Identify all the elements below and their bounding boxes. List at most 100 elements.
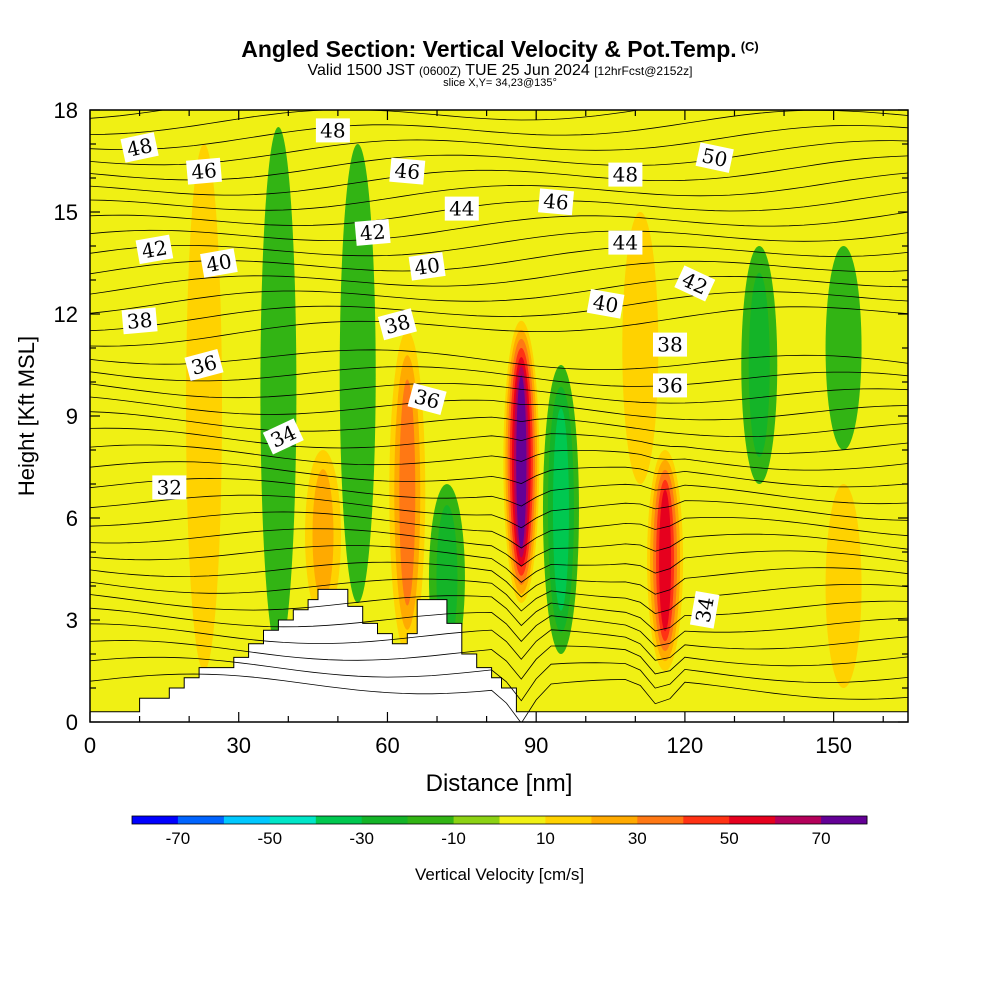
colorbar-swatch [223, 816, 271, 824]
isentrope-label-text: 38 [657, 333, 682, 357]
isentrope-label-box [200, 248, 238, 278]
isentrope-label-box [377, 308, 417, 341]
isentrope-line [90, 673, 908, 722]
forecast-info: [12hrFcst@2152z] [594, 64, 693, 78]
y-tick-label: 12 [54, 302, 78, 327]
isentrope-line [90, 155, 908, 196]
isentrope-label-text: 34 [691, 595, 719, 624]
chart-title: Angled Section: Vertical Velocity & Pot.… [0, 36, 1000, 63]
isentrope-label-box [586, 289, 625, 319]
terrain [90, 588, 908, 722]
isentrope-label: 46 [538, 188, 574, 216]
isentrope-label: 42 [135, 234, 174, 265]
colorbar-label: Vertical Velocity [cm/s] [415, 865, 584, 884]
y-tick-label: 9 [66, 404, 78, 429]
isentrope-line [90, 172, 908, 211]
velocity-cell-9-1 [312, 469, 334, 601]
isentrope-line [90, 349, 908, 370]
isentrope-line [90, 607, 908, 647]
isentrope-label: 38 [653, 332, 687, 357]
x-tick-label: 60 [375, 733, 399, 758]
isentrope-label-box [186, 157, 222, 185]
isentrope-label: 40 [408, 252, 446, 281]
x-tick-label: 150 [815, 733, 852, 758]
isentrope-label-text: 44 [613, 231, 638, 255]
isentrope-label: 32 [152, 475, 187, 500]
isentrope-label-text: 48 [613, 163, 638, 187]
colorbar-tick-label: 70 [812, 829, 831, 848]
isentrope-line [90, 291, 908, 332]
colorbar-swatch [407, 816, 454, 824]
isentrope-line [90, 230, 908, 257]
velocity-cell-11-0 [622, 212, 659, 484]
isentrope-label: 44 [444, 196, 479, 221]
chart-title-tag: (C) [740, 39, 759, 54]
valid-utc: (0600Z) [419, 64, 462, 78]
isentrope-label-text: 50 [700, 143, 730, 172]
isentrope-label: 42 [354, 218, 391, 246]
isentrope-line [90, 260, 908, 295]
velocity-cell-5-0 [825, 246, 862, 450]
colorbar-tick-label: 10 [536, 829, 555, 848]
isentrope-line [90, 511, 908, 549]
isentrope-label-box [120, 132, 159, 163]
isentrope-line [90, 656, 908, 702]
y-tick-label: 18 [54, 98, 78, 123]
isentrope-label-box [135, 234, 174, 265]
isentrope-line [90, 366, 908, 387]
colorbar-swatch [729, 816, 776, 824]
colorbar-swatch [591, 816, 638, 824]
isentrope-line [90, 461, 908, 488]
isentrope-label-box [608, 162, 643, 187]
isentrope-line [90, 623, 908, 661]
isentrope-line [90, 561, 908, 598]
isentrope-label-text: 32 [157, 475, 182, 499]
isentrope-label: 46 [186, 157, 222, 185]
valid-time: Valid 1500 JST [307, 62, 415, 79]
isentrope-line [90, 110, 908, 150]
y-tick-label: 15 [54, 200, 78, 225]
isentrope-label-box [653, 332, 687, 357]
velocity-cell-4-1 [748, 272, 770, 458]
isentrope-label-text: 48 [125, 133, 155, 162]
isentrope-line [90, 640, 908, 680]
valid-date: TUE 25 Jun 2024 [465, 62, 590, 79]
isentrope-label-box [184, 349, 224, 381]
isentrope-line [90, 477, 908, 507]
isentrope-label-text: 42 [359, 219, 386, 245]
isentrope-label-text: 38 [126, 308, 153, 334]
isentrope-label-box [315, 118, 350, 143]
colorbar-swatch [545, 816, 592, 824]
isentrope-label-text: 40 [413, 253, 442, 280]
isentrope-label-box [354, 218, 391, 246]
colorbar-swatch [637, 816, 684, 824]
colorbar-tick-label: -10 [441, 829, 466, 848]
isentrope-line [90, 578, 908, 615]
isentrope-label: 34 [689, 590, 720, 629]
isentrope-line [90, 494, 908, 529]
isentrope-line [90, 211, 908, 241]
x-axis-label: Distance [nm] [426, 770, 573, 797]
colorbar-tick-label: 30 [628, 829, 647, 848]
colorbar-swatch [499, 816, 546, 824]
isentrope-line [90, 444, 908, 471]
colorbar-swatch [132, 816, 179, 824]
isentrope-label-box [121, 307, 158, 335]
isentrope-line [90, 396, 908, 421]
isentrope-line [90, 411, 908, 438]
isentrope-label: 46 [389, 157, 426, 185]
isentrope-label: 44 [608, 230, 643, 255]
x-tick-label: 0 [84, 733, 96, 758]
colorbar-tick-label: -50 [258, 829, 283, 848]
x-tick-label: 90 [524, 733, 548, 758]
colorbar-swatch [683, 816, 730, 824]
isentrope-label: 48 [608, 162, 643, 187]
isentrope-label-text: 46 [394, 158, 421, 184]
isentrope-line [90, 125, 908, 166]
isentrope-label-box [608, 230, 643, 255]
isentrope-label-box [689, 590, 720, 629]
isentrope-line [90, 191, 908, 226]
isentrope-label-text: 40 [591, 290, 620, 318]
velocity-cell-7-4 [659, 489, 672, 632]
